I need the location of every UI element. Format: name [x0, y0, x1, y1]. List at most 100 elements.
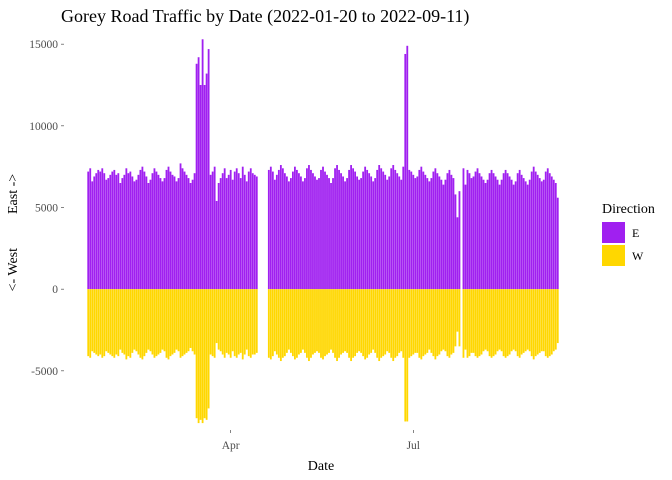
- bar-e-2022-06-15: [380, 168, 383, 290]
- bar-w-2022-08-10: [492, 289, 495, 357]
- bar-w-2022-02-23: [155, 289, 158, 357]
- bar-w-2022-04-14: [255, 289, 258, 353]
- bar-w-2022-02-14: [137, 289, 140, 355]
- bar-w-2022-09-02: [538, 289, 541, 353]
- bar-e-2022-04-09: [245, 181, 248, 290]
- bar-e-2022-08-31: [534, 171, 537, 290]
- bar-w-2022-07-22: [454, 289, 457, 347]
- bar-e-2022-08-01: [474, 171, 477, 290]
- bar-e-2022-07-11: [432, 171, 435, 290]
- bar-e-2022-08-29: [530, 171, 533, 290]
- bar-e-2022-04-02: [231, 179, 234, 290]
- bar-e-2022-09-06: [546, 168, 549, 290]
- bar-w-2022-09-07: [548, 289, 551, 357]
- y-tick-label: 15000: [29, 39, 58, 51]
- bar-e-2022-03-12: [189, 183, 192, 290]
- bar-w-2022-07-27: [464, 289, 467, 350]
- bar-e-2022-01-23: [93, 176, 96, 290]
- bar-w-2022-08-02: [476, 289, 479, 358]
- bar-w-2022-06-07: [364, 289, 367, 360]
- bar-e-2022-07-27: [464, 184, 467, 290]
- bar-w-2022-06-29: [408, 289, 411, 358]
- bar-w-2022-05-06: [300, 289, 302, 353]
- bar-w-2022-08-26: [524, 289, 527, 352]
- bar-w-2022-03-08: [181, 289, 184, 357]
- bar-e-2022-05-23: [334, 168, 336, 290]
- bar-w-2022-05-19: [326, 289, 328, 355]
- bar-e-2022-07-17: [444, 179, 447, 290]
- bar-e-2022-05-03: [294, 166, 296, 290]
- bar-e-2022-07-06: [422, 171, 425, 290]
- bar-w-2022-02-26: [161, 289, 164, 350]
- bar-e-2022-06-04: [358, 179, 361, 290]
- bar-w-2022-06-06: [362, 289, 365, 357]
- bar-e-2022-05-29: [346, 178, 348, 290]
- bar-w-2022-08-05: [482, 289, 485, 352]
- bar-e-2022-03-06: [177, 178, 180, 290]
- bar-w-2022-03-01: [167, 289, 170, 360]
- bar-w-2022-01-30: [107, 289, 110, 353]
- bar-e-2022-08-08: [488, 173, 491, 290]
- bar-e-2022-09-04: [542, 179, 545, 290]
- bar-w-2022-02-22: [153, 289, 156, 358]
- bar-w-2022-01-27: [101, 289, 104, 358]
- legend-label-e: E: [632, 226, 639, 240]
- bar-e-2022-05-28: [344, 181, 346, 290]
- bar-w-2022-06-21: [392, 289, 395, 362]
- bar-w-2022-04-03: [233, 289, 236, 357]
- bar-e-2022-04-23: [273, 179, 276, 290]
- bar-w-2022-02-06: [121, 289, 124, 353]
- bar-e-2022-05-30: [348, 169, 350, 290]
- bar-e-2022-05-02: [292, 171, 294, 290]
- bar-e-2022-09-02: [538, 178, 541, 290]
- bar-w-2022-04-02: [231, 289, 234, 352]
- chart-title: Gorey Road Traffic by Date (2022-01-20 t…: [61, 6, 469, 27]
- bar-w-2022-02-24: [157, 289, 160, 355]
- bar-e-2022-06-26: [402, 166, 405, 290]
- bar-e-2022-05-01: [289, 178, 292, 290]
- bar-e-2022-04-07: [241, 166, 244, 290]
- bar-e-2022-05-16: [320, 169, 322, 290]
- bar-e-2022-04-21: [269, 166, 272, 290]
- bar-w-2022-02-09: [127, 289, 130, 357]
- bar-w-2022-09-04: [542, 289, 545, 352]
- bar-w-2022-03-04: [173, 289, 176, 353]
- y-axis-label: <- West East ->: [6, 174, 21, 292]
- bar-w-2022-09-01: [536, 289, 539, 355]
- bar-w-2022-08-29: [530, 289, 533, 357]
- bar-w-2022-07-31: [472, 289, 475, 353]
- bar-w-2022-07-09: [428, 289, 431, 350]
- bar-w-2022-02-15: [139, 289, 142, 358]
- bar-e-2022-08-21: [514, 181, 517, 290]
- bar-e-2022-03-13: [191, 179, 194, 290]
- bar-e-2022-08-13: [498, 184, 501, 290]
- bar-e-2022-03-01: [167, 166, 170, 290]
- bar-e-2022-08-16: [504, 169, 507, 290]
- bar-e-2022-06-09: [368, 173, 371, 290]
- bar-w-2022-01-26: [99, 289, 102, 355]
- bar-w-2022-07-07: [424, 289, 427, 355]
- bar-e-2022-07-26: [462, 168, 465, 290]
- bar-e-2022-02-06: [121, 178, 124, 290]
- bar-w-2022-03-07: [179, 289, 182, 358]
- bar-w-2022-05-07: [302, 289, 304, 350]
- bar-w-2022-08-31: [534, 289, 537, 357]
- bar-e-2022-08-06: [484, 183, 487, 290]
- bar-e-2022-02-24: [157, 174, 160, 290]
- bar-e-2022-09-03: [540, 181, 543, 290]
- bar-w-2022-02-17: [143, 289, 146, 357]
- bar-e-2022-07-21: [452, 178, 455, 290]
- bar-e-2022-06-10: [370, 176, 373, 290]
- bar-w-2022-05-05: [298, 289, 300, 355]
- bar-w-2022-04-10: [247, 289, 250, 357]
- bar-w-2022-04-28: [283, 289, 286, 357]
- bar-e-2022-09-09: [552, 179, 555, 290]
- bar-e-2022-04-10: [247, 171, 250, 290]
- bar-w-2022-05-11: [310, 289, 312, 358]
- bar-e-2022-04-08: [243, 174, 246, 290]
- bar-w-2022-04-06: [239, 289, 242, 353]
- bar-w-2022-05-16: [320, 289, 322, 358]
- bar-w-2022-02-28: [165, 289, 168, 358]
- bar-e-2022-03-24: [213, 166, 216, 290]
- bar-w-2022-07-12: [434, 289, 437, 360]
